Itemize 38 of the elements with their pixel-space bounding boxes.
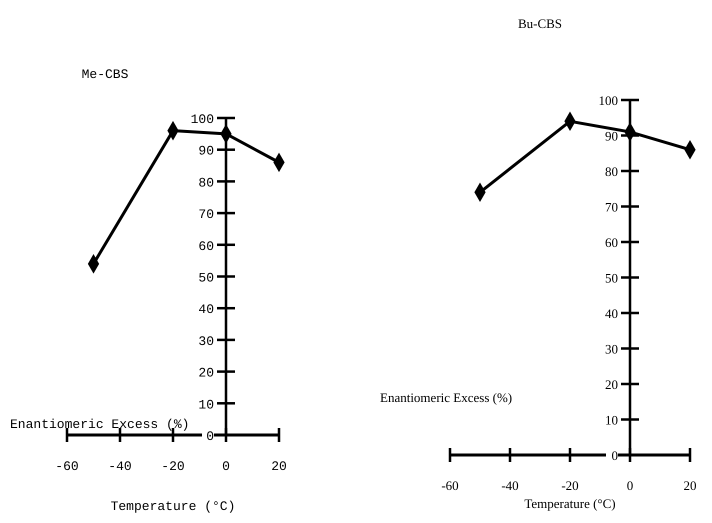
y-tick-label: 0 bbox=[612, 448, 618, 463]
x-tick-label: 20 bbox=[684, 478, 696, 493]
y-tick-label: 30 bbox=[198, 334, 214, 349]
y-tick-label: 20 bbox=[605, 377, 618, 392]
y-tick-label: 100 bbox=[190, 112, 214, 127]
x-axis-title: Temperature (°C) bbox=[110, 499, 236, 514]
y-tick-label: 30 bbox=[605, 342, 618, 356]
x-axis-title: Temperature (°C) bbox=[524, 496, 616, 511]
y-tick-label: 80 bbox=[198, 175, 214, 190]
x-tick-label: 20 bbox=[271, 459, 287, 474]
y-tick-label: 10 bbox=[605, 412, 618, 428]
y-tick-label: 0 bbox=[206, 429, 214, 444]
y-tick-label: 50 bbox=[198, 270, 214, 286]
y-tick-label: 80 bbox=[605, 164, 618, 179]
x-tick-label: 0 bbox=[222, 459, 230, 474]
y-tick-label: 90 bbox=[198, 144, 214, 159]
y-tick-label: 40 bbox=[198, 302, 214, 318]
y-tick-label: 10 bbox=[198, 397, 214, 412]
chart-title: Bu-CBS bbox=[518, 16, 562, 31]
y-tick-label: 60 bbox=[198, 238, 214, 254]
x-tick-label: 0 bbox=[626, 478, 634, 493]
y-tick-label: 100 bbox=[598, 93, 618, 108]
y-tick-label: 40 bbox=[605, 306, 618, 321]
x-tick-label: -40 bbox=[108, 459, 132, 474]
y-tick-label: 50 bbox=[605, 270, 618, 286]
y-tick-label: 90 bbox=[605, 128, 618, 144]
y-axis-title: Enantiomeric Excess (%) bbox=[380, 390, 512, 405]
x-tick-label: -40 bbox=[501, 478, 519, 493]
x-tick-label: -60 bbox=[55, 459, 79, 474]
y-tick-label: 70 bbox=[198, 207, 214, 222]
x-tick-label: -60 bbox=[441, 478, 459, 493]
y-axis-title: Enantiomeric Excess (%) bbox=[10, 417, 190, 432]
y-tick-label: 70 bbox=[605, 200, 618, 214]
y-tick-label: 20 bbox=[198, 366, 214, 381]
x-tick-label: -20 bbox=[161, 459, 185, 474]
y-tick-label: 60 bbox=[605, 235, 618, 250]
chart-title: Me-CBS bbox=[82, 67, 129, 82]
x-tick-label: -20 bbox=[561, 478, 579, 493]
